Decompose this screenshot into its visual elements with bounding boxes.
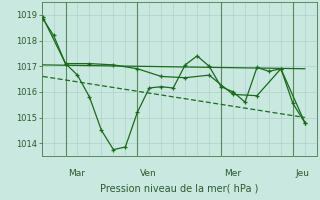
Text: Pression niveau de la mer( hPa ): Pression niveau de la mer( hPa )	[100, 184, 258, 194]
Text: Ven: Ven	[140, 168, 157, 178]
Text: Mar: Mar	[68, 168, 85, 178]
Text: Jeu: Jeu	[296, 168, 310, 178]
Text: Mer: Mer	[224, 168, 241, 178]
